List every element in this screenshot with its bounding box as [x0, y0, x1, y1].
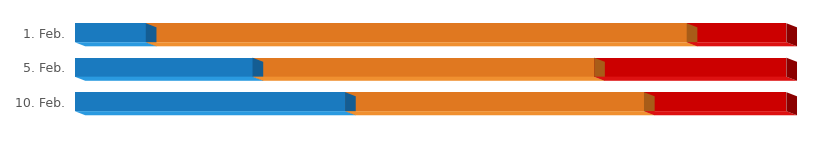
Bar [686, 23, 786, 42]
Bar [75, 23, 146, 42]
Polygon shape [253, 77, 604, 81]
Polygon shape [75, 77, 263, 81]
Bar [643, 92, 786, 111]
Polygon shape [786, 23, 796, 46]
Polygon shape [75, 42, 156, 46]
Bar [146, 23, 686, 42]
Polygon shape [344, 92, 355, 115]
Polygon shape [146, 23, 156, 46]
Polygon shape [786, 58, 796, 81]
Polygon shape [594, 77, 796, 81]
Bar [344, 92, 643, 111]
Polygon shape [146, 42, 696, 46]
Polygon shape [594, 58, 604, 81]
Polygon shape [686, 42, 796, 46]
Bar [594, 58, 786, 77]
Bar [253, 58, 594, 77]
Polygon shape [75, 111, 355, 115]
Bar [75, 92, 344, 111]
Polygon shape [786, 92, 796, 115]
Polygon shape [344, 111, 654, 115]
Polygon shape [253, 58, 263, 81]
Polygon shape [643, 92, 654, 115]
Bar [75, 58, 253, 77]
Polygon shape [643, 111, 796, 115]
Polygon shape [686, 23, 696, 46]
